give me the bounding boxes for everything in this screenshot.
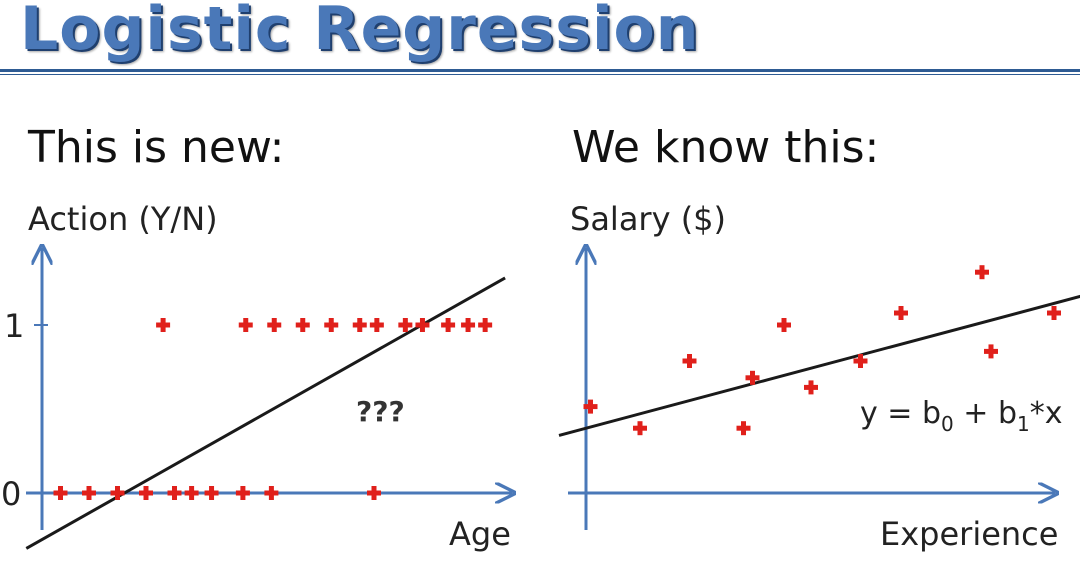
left-section-heading: This is new: [28, 122, 285, 173]
left-data-point [324, 318, 339, 332]
regression-equation: y = b0 + b1*x [860, 396, 1063, 436]
right-data-point [894, 306, 908, 320]
right-data-point [804, 380, 818, 395]
slide-title: Logistic Regression [20, 0, 700, 64]
right-x-axis-label: Experience [880, 515, 1058, 553]
left-annotation: ??? [356, 395, 405, 428]
equation-lhs: y = b [860, 396, 941, 431]
equation-mid: + b [954, 396, 1017, 431]
equation-rhs: *x [1030, 396, 1063, 431]
left-data-point [398, 318, 413, 332]
right-section-heading: We know this: [572, 122, 880, 173]
left-data-point [295, 318, 310, 332]
left-data-point [82, 486, 96, 500]
left-data-point [415, 318, 430, 332]
right-data-point [984, 344, 998, 359]
right-data-point [975, 265, 989, 280]
right-data-point [633, 421, 647, 436]
left-data-point [167, 486, 182, 500]
left-data-point [461, 318, 476, 332]
left-data-point [264, 486, 279, 500]
title-underline [0, 69, 1080, 72]
left-data-point [110, 486, 125, 500]
left-data-point [204, 486, 219, 500]
right-data-point [682, 354, 697, 368]
left-data-point [235, 486, 250, 500]
left-data-point [441, 318, 456, 332]
left-points [53, 318, 493, 500]
equation-sub0: 0 [941, 412, 954, 436]
right-data-point [583, 399, 598, 414]
right-data-point [777, 318, 791, 332]
left-y-tick-label-0: 0 [1, 475, 21, 513]
left-data-point [139, 486, 153, 500]
left-chart: Action (Y/N) Age 0 1 ??? [1, 200, 512, 553]
right-data-point [1047, 306, 1061, 320]
right-chart: Salary ($) Experience y = b0 + b1*x [558, 200, 1080, 553]
left-data-point [369, 318, 384, 332]
left-data-point [156, 318, 171, 332]
right-data-point [853, 354, 868, 368]
left-data-point [184, 486, 199, 500]
left-data-point [267, 318, 282, 332]
left-data-point [478, 318, 493, 332]
title-underline-thin [0, 74, 1080, 75]
right-points [583, 265, 1061, 436]
equation-sub1: 1 [1017, 412, 1030, 436]
left-y-tick-label-1: 1 [4, 307, 24, 345]
left-y-axis-label: Action (Y/N) [28, 200, 218, 238]
left-data-point [352, 318, 367, 332]
left-data-point [53, 486, 68, 500]
right-fit-line [558, 294, 1080, 437]
right-y-axis-label: Salary ($) [570, 200, 726, 238]
left-fit-line [25, 276, 506, 550]
left-x-axis-label: Age [449, 515, 511, 553]
left-data-point [367, 486, 381, 500]
right-data-point [736, 421, 751, 436]
right-data-point [745, 370, 760, 385]
left-data-point [238, 318, 253, 332]
